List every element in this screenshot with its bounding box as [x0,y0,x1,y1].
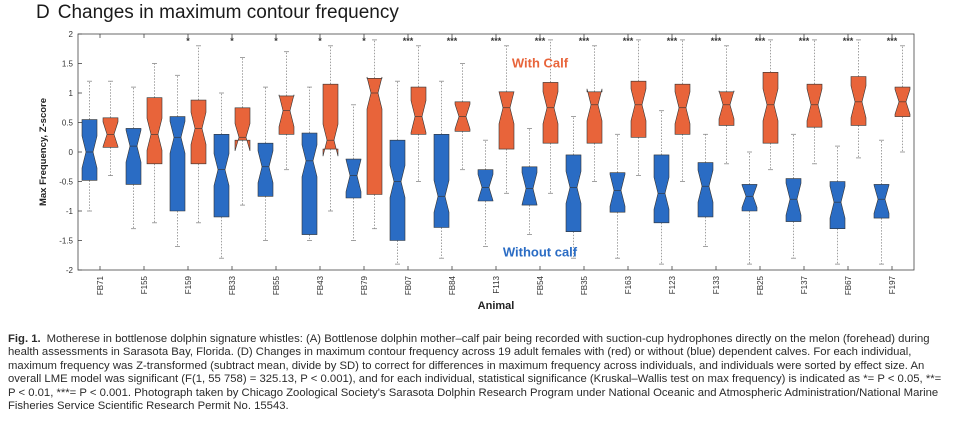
significance-markers: * * * * * *** *** *** *** *** *** *** *** *** *** *** **… [186,36,898,46]
significance-marker: * [230,36,234,46]
box-with-calf [674,83,691,135]
x-tick-label: FB79 [360,275,369,295]
box-without-calf [125,128,142,185]
x-tick-label: F197 [888,275,897,294]
box-without-calf [345,158,362,199]
box-without-calf [565,154,582,232]
x-axis: FB71 F155 F159 FB33 FB55 FB43 FB79 FB07 FB84 F113… [96,34,897,295]
x-tick-label: F137 [800,275,809,294]
panel-title: D Changes in maximum contour frequency [36,2,399,24]
significance-marker: *** [535,36,546,46]
box-with-calf [630,80,647,138]
x-tick-label: FB07 [404,275,413,295]
x-tick-label: FB35 [580,275,589,295]
significance-marker: *** [491,36,502,46]
significance-marker: *** [447,36,458,46]
panel-title-text: Changes in maximum contour frequency [57,2,399,23]
box-with-calf [718,90,735,126]
boxes [81,72,911,241]
box-with-calf [806,83,823,128]
y-tick-label: -1.5 [59,237,73,246]
box-with-calf [190,99,207,165]
x-tick-label: FB67 [844,275,853,295]
box-without-calf [477,169,494,202]
y-tick-label: -2 [66,266,74,275]
whiskers [87,39,905,265]
x-tick-label: FB43 [316,275,325,295]
box-without-calf [257,142,274,197]
panel-letter: D [36,2,50,23]
significance-marker: *** [711,36,722,46]
box-without-calf [81,119,98,181]
significance-marker: *** [755,36,766,46]
x-tick-label: F133 [712,275,721,294]
box-without-calf [433,134,450,228]
box-without-calf [873,184,890,219]
box-without-calf [785,178,802,222]
box-with-calf [850,76,867,126]
box-with-calf [102,117,119,148]
y-tick-label: 0.5 [62,119,74,128]
annotations: With Calf Without calf [503,56,578,260]
box-with-calf [762,72,779,144]
x-tick-label: FB25 [756,275,765,295]
box-without-calf [521,166,538,206]
y-tick-label: -0.5 [59,178,73,187]
box-with-calf [366,76,383,195]
box-without-calf [169,116,186,212]
significance-marker: *** [403,36,414,46]
y-tick-label: -1 [66,207,74,216]
box-with-calf [586,88,603,144]
x-tick-label: F123 [668,275,677,294]
x-tick-label: FB33 [228,275,237,295]
x-tick-label: F113 [492,275,501,293]
box-with-calf [498,91,515,150]
x-tick-label: FB54 [536,275,545,295]
significance-marker: * [186,36,190,46]
box-with-calf [278,94,295,135]
x-tick-label: F163 [624,275,633,294]
box-with-calf [410,86,427,135]
x-tick-label: FB71 [96,275,105,295]
box-with-calf [146,97,163,165]
box-without-calf [829,181,846,229]
boxplot-chart: -2-1.5-1-0.500.511.52 FB71 F155 F159 FB33 FB… [38,30,915,312]
significance-marker: * [318,36,322,46]
x-tick-label: F155 [140,275,149,294]
box-without-calf [609,172,626,213]
x-tick-label: FB84 [448,275,457,295]
box-without-calf [301,132,318,235]
y-axis: -2 -1.5 -1 -0.5 0 0.5 1 1.5 2 [59,30,82,275]
figure-caption: Fig. 1. Motherese in bottlenose dolphin s… [8,333,948,413]
significance-marker: *** [887,36,898,46]
box-without-calf [213,134,230,218]
caption-text: Motherese in bottlenose dolphin signatur… [8,333,942,413]
box-with-calf [322,83,339,157]
box-without-calf [697,162,714,218]
caption-label: Fig. 1. [8,333,41,345]
significance-marker: *** [623,36,634,46]
y-tick-label: 1 [69,89,74,98]
significance-marker: * [274,36,278,46]
box-with-calf [234,107,251,151]
significance-marker: *** [799,36,810,46]
box-without-calf [389,139,406,241]
significance-marker: *** [843,36,854,46]
box-with-calf [542,82,559,144]
x-tick-label: FB55 [272,275,281,295]
y-tick-label: 0 [69,148,74,157]
significance-marker: *** [579,36,590,46]
series-annotation: Without calf [503,244,578,259]
y-axis-label: Max Frequency, Z-score [38,98,49,206]
significance-marker: *** [667,36,678,46]
significance-marker: * [362,36,366,46]
y-tick-label: 2 [69,30,74,39]
series-annotation: With Calf [512,56,569,71]
box-without-calf [741,184,758,212]
y-tick-label: 1.5 [62,60,74,69]
x-axis-label: Animal [478,300,515,312]
x-tick-label: F159 [184,275,193,294]
box-without-calf [653,154,670,224]
